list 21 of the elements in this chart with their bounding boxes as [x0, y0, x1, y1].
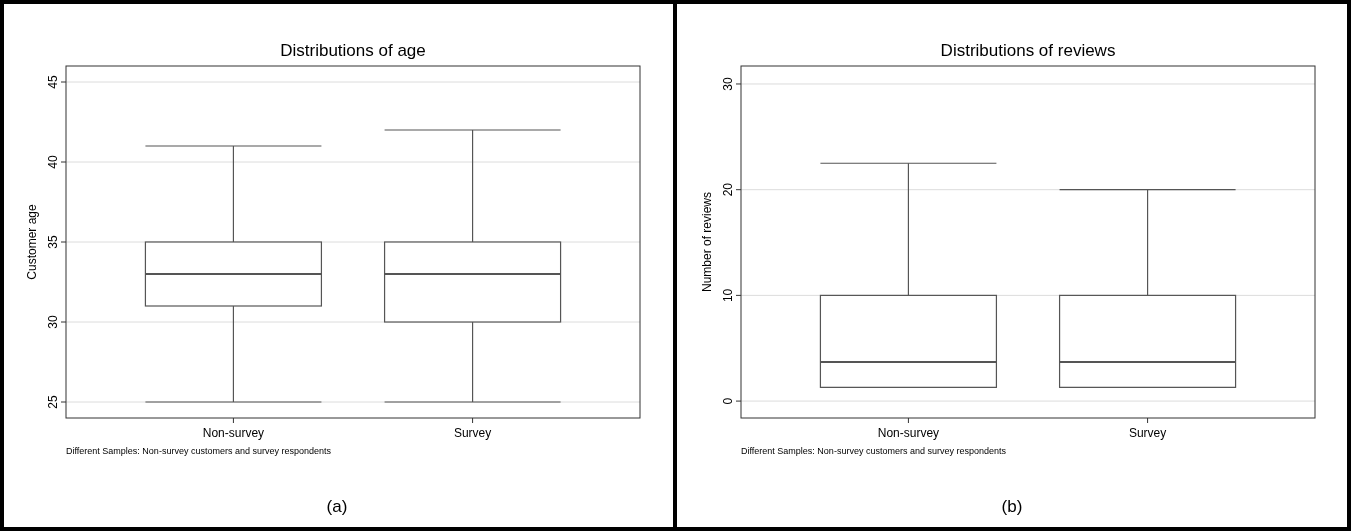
text: Different Samples: Non-survey customers and survey respondents — [741, 446, 1007, 456]
y-tick-label: 35 — [46, 235, 60, 249]
y-tick-label: 0 — [721, 397, 735, 405]
text: Different Samples: Non-survey customers and survey respondents — [66, 446, 332, 456]
x-tick-label: Survey — [453, 426, 492, 440]
y-tick-label: 20 — [721, 182, 735, 197]
y-axis-title: Number of reviews — [700, 191, 714, 293]
x-tick-label: Non-survey — [202, 426, 265, 440]
y-tick-label: 45 — [46, 75, 60, 89]
y-axis-title: Customer age — [25, 203, 39, 280]
x-tick-label: Non-survey — [877, 426, 940, 440]
chart-title: Distributions of age — [280, 41, 426, 60]
y-tick-label: 30 — [721, 76, 735, 91]
y-tick-label: 25 — [46, 395, 60, 409]
chart-title: Distributions of reviews — [940, 41, 1116, 60]
text: (a) — [326, 497, 348, 516]
y-tick-label: 40 — [46, 155, 60, 169]
x-tick-label: Survey — [1128, 426, 1167, 440]
y-tick-label: 10 — [721, 288, 735, 303]
y-tick-label: 30 — [46, 315, 60, 329]
text: (b) — [1001, 497, 1023, 516]
